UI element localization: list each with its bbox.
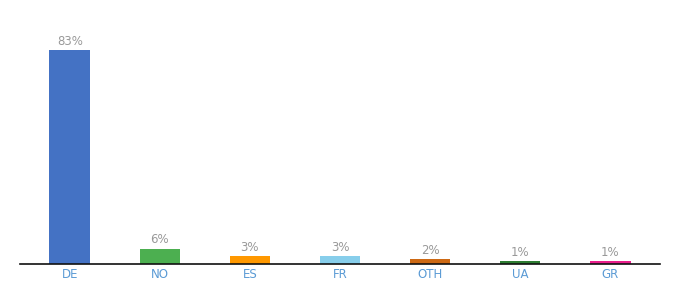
Bar bbox=[320, 256, 360, 264]
Text: 1%: 1% bbox=[511, 246, 530, 260]
Text: 83%: 83% bbox=[57, 35, 83, 48]
Text: 2%: 2% bbox=[421, 244, 439, 257]
Text: 1%: 1% bbox=[601, 246, 619, 260]
Bar bbox=[230, 256, 270, 264]
Bar bbox=[410, 259, 450, 264]
Bar bbox=[590, 261, 630, 264]
Bar bbox=[500, 261, 541, 264]
Text: 3%: 3% bbox=[330, 241, 350, 254]
Text: 6%: 6% bbox=[150, 233, 169, 247]
Bar bbox=[139, 248, 180, 264]
Text: 3%: 3% bbox=[241, 241, 259, 254]
Bar bbox=[50, 50, 90, 264]
